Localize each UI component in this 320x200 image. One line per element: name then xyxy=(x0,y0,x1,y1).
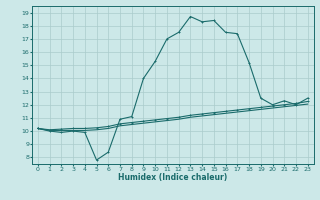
X-axis label: Humidex (Indice chaleur): Humidex (Indice chaleur) xyxy=(118,173,228,182)
